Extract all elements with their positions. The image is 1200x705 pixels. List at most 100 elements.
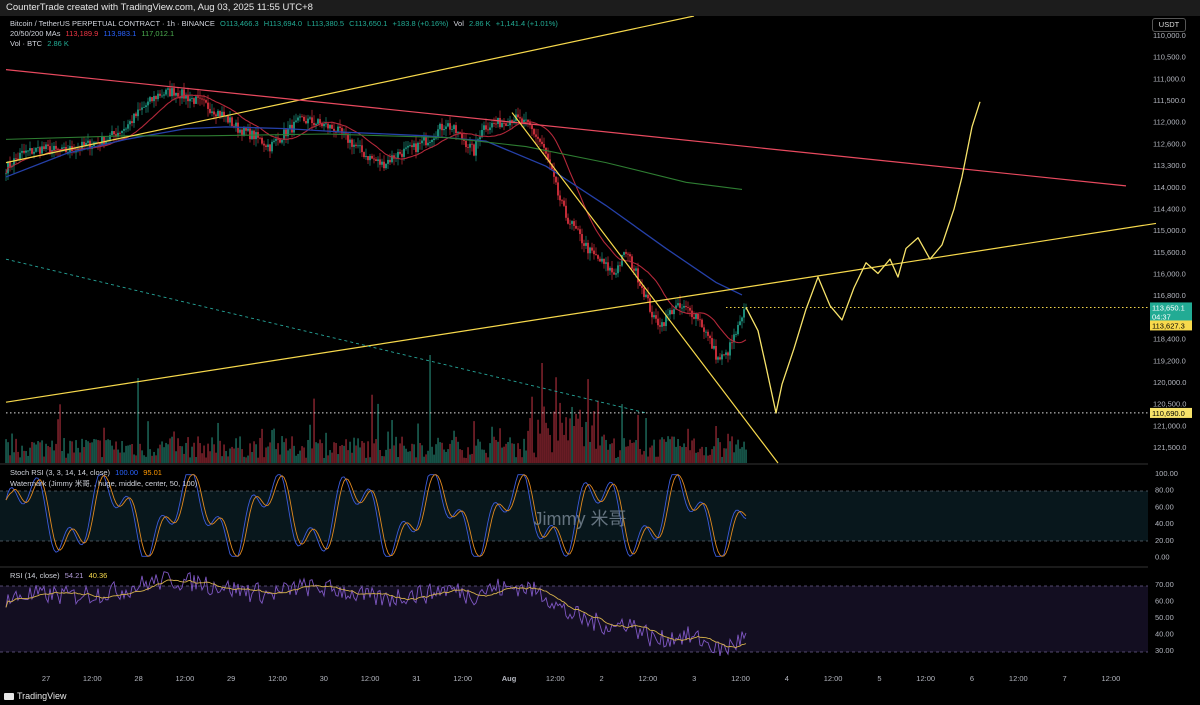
time-axis-tick-label: 12:00 <box>83 674 102 683</box>
candle-body <box>441 123 443 131</box>
candle-body <box>193 98 195 104</box>
volume-bar <box>703 455 705 463</box>
volume-bar <box>593 411 595 463</box>
candle-body <box>241 129 243 136</box>
volume-bar <box>435 444 437 463</box>
volume-bar <box>537 419 539 463</box>
price-chart[interactable]: 110,000.0 110,500.0 111,000.0 111,500.0 112,… <box>0 16 1200 688</box>
volume-bar <box>699 448 701 463</box>
candle-body <box>539 138 541 142</box>
volume-bar <box>55 443 57 463</box>
ma-label: 20/50/200 MAs <box>10 29 61 38</box>
currency-button[interactable]: USDT <box>1152 18 1186 32</box>
price-axis-tick-label: 113,300.0 <box>1153 161 1186 170</box>
price-axis-tick-label: 120,000.0 <box>1153 378 1186 387</box>
candle-body <box>5 173 7 175</box>
candle-body <box>561 200 563 202</box>
volume-bar <box>427 450 429 463</box>
volume-bar <box>57 419 59 463</box>
time-axis-tick-label: 30 <box>320 674 328 683</box>
candle-body <box>267 144 269 147</box>
candle-body <box>437 129 439 138</box>
credit-text: CounterTrade created with TradingView.co… <box>6 2 313 13</box>
volume-bar <box>697 452 699 463</box>
volume-bar <box>291 436 293 463</box>
time-axis-tick-label: 12:00 <box>916 674 935 683</box>
candle-body <box>279 139 281 143</box>
candle-body <box>287 128 289 137</box>
candle-body <box>699 319 701 321</box>
volume-bar <box>525 450 527 463</box>
candle-body <box>365 156 367 158</box>
volume-bar <box>463 457 465 463</box>
stoch-label: Stoch RSI (3, 3, 14, 14, close) <box>10 468 111 477</box>
candle-body <box>559 195 561 201</box>
candle-body <box>617 265 619 274</box>
volume-bar <box>423 456 425 463</box>
candle-body <box>399 151 401 154</box>
candle-body <box>289 124 291 129</box>
volume-bar <box>701 446 703 463</box>
volume-bar <box>515 457 517 463</box>
candle-body <box>391 155 393 163</box>
rsi-value: 54.21 <box>64 571 84 580</box>
support-price-label-bg <box>1150 407 1192 418</box>
volume-bar <box>567 440 569 463</box>
candle-body <box>737 324 739 335</box>
price-axis-tick-label: 114,400.0 <box>1153 204 1186 213</box>
price-axis-tick-label: 110,500.0 <box>1153 53 1186 62</box>
volume-bar <box>543 406 545 463</box>
candle-body <box>363 152 365 158</box>
volume-bar <box>27 455 29 463</box>
volume-bar <box>239 436 241 463</box>
volume-bar <box>233 448 235 463</box>
candle-body <box>299 116 301 118</box>
volume-bar <box>209 451 211 463</box>
volume-bar <box>599 445 601 463</box>
volume-bar <box>449 443 451 463</box>
volume-bar <box>569 418 571 463</box>
candle-body <box>571 221 573 224</box>
candle-body <box>717 357 719 360</box>
volume-bar <box>487 457 489 463</box>
volume-bar <box>373 443 375 463</box>
candle-body <box>173 88 175 96</box>
candle-body <box>313 123 315 126</box>
candle-body <box>109 135 111 140</box>
candle-body <box>535 134 537 137</box>
candle-body <box>485 125 487 130</box>
volume-bar <box>489 443 491 463</box>
candle-body <box>49 146 51 154</box>
candle-body <box>499 117 501 128</box>
ma50-line <box>5 126 743 296</box>
candle-body <box>183 89 185 99</box>
candle-body <box>725 352 727 355</box>
volume-bar <box>635 440 637 463</box>
candle-body <box>81 141 83 150</box>
volume-bar <box>89 442 91 463</box>
volume-bar <box>293 445 295 463</box>
volume-bar <box>649 447 651 463</box>
time-axis-tick-label: 5 <box>877 674 881 683</box>
volume-bar <box>355 445 357 463</box>
volume-bar <box>97 440 99 463</box>
volume-bar <box>257 457 259 463</box>
volume-bar <box>601 436 603 463</box>
candle-body <box>473 144 475 156</box>
candle-body <box>347 133 349 143</box>
volume-bar <box>351 452 353 463</box>
volume-bar <box>643 451 645 463</box>
ohlc-high: H113,694.0 <box>263 19 302 28</box>
candle-body <box>205 100 207 103</box>
symbol-legend: Bitcoin / TetherUS PERPETUAL CONTRACT · … <box>10 19 561 28</box>
stoch-axis-tick-label: 60.00 <box>1155 502 1174 511</box>
rsi-ma-line <box>5 579 747 648</box>
volume-bar <box>201 453 203 463</box>
candle-body <box>101 136 103 145</box>
volume-bar <box>483 449 485 463</box>
volume-bar <box>21 445 23 463</box>
candle-body <box>465 140 467 148</box>
volume-bar <box>687 428 689 463</box>
volume-bar <box>579 409 581 463</box>
candle-body <box>41 146 43 154</box>
